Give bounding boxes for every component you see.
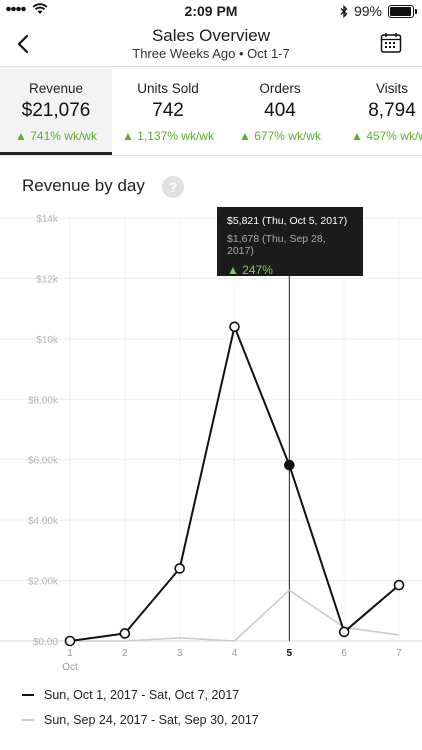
y-tick-label: $12k bbox=[36, 274, 59, 285]
x-tick-label: 6 bbox=[341, 648, 347, 659]
metric-label: Units Sold bbox=[137, 81, 199, 96]
y-tick-label: $14k bbox=[36, 214, 59, 225]
x-tick-label: 3 bbox=[177, 648, 183, 659]
data-point bbox=[229, 321, 240, 333]
x-tick-label: 5 bbox=[287, 648, 293, 659]
date-range-subtitle: Three Weeks Ago • Oct 1-7 bbox=[132, 46, 290, 61]
metric-label: Orders bbox=[259, 81, 301, 96]
tooltip-change: ▲ 247% bbox=[227, 263, 273, 277]
data-point bbox=[174, 563, 185, 574]
x-axis-month-label: Oct bbox=[62, 662, 78, 673]
legend-item-previous: Sun, Sep 24, 2017 - Sat, Sep 30, 2017 bbox=[22, 713, 259, 727]
y-tick-label: $8.00k bbox=[28, 395, 59, 406]
metric-tab-orders[interactable]: Orders 404 ▲ 677% wk/wk bbox=[224, 67, 336, 155]
tooltip-current-value: $5,821 (Thu, Oct 5, 2017) bbox=[227, 215, 348, 227]
help-icon[interactable]: ? bbox=[162, 176, 184, 198]
legend-item-current: Sun, Oct 1, 2017 - Sat, Oct 7, 2017 bbox=[22, 688, 239, 702]
x-tick-label: 4 bbox=[232, 648, 238, 659]
x-tick-label: 1 bbox=[67, 648, 73, 659]
data-point bbox=[64, 635, 76, 647]
y-axis: $0.00 $2.00k $4.00k $6.00k $8.00k $10k $12k $14… bbox=[28, 214, 59, 648]
metric-label: Visits bbox=[375, 81, 408, 96]
metric-change: ▲ 1,137% wk/wk bbox=[122, 129, 214, 143]
metric-value: $21,076 bbox=[21, 100, 91, 121]
signal-area bbox=[6, 3, 48, 15]
data-point bbox=[393, 579, 405, 591]
battery-icon bbox=[388, 4, 417, 18]
metric-value: 8,794 bbox=[368, 100, 416, 121]
clock: 2:09 PM bbox=[184, 3, 238, 19]
wifi-icon bbox=[32, 3, 48, 14]
calendar-icon[interactable] bbox=[380, 32, 402, 54]
metric-change: ▲ 741% wk/wk bbox=[15, 129, 97, 143]
battery-percent: 99% bbox=[353, 3, 382, 19]
x-tick-label: 2 bbox=[122, 648, 128, 659]
back-chevron-icon[interactable] bbox=[12, 32, 36, 56]
legend-swatch-previous bbox=[22, 719, 34, 721]
x-tick-label: 7 bbox=[396, 648, 402, 659]
cellular-signal-icon bbox=[6, 6, 26, 12]
chart-series bbox=[64, 276, 405, 647]
y-tick-label: $2.00k bbox=[28, 577, 59, 588]
data-point bbox=[338, 626, 350, 638]
legend-label: Sun, Oct 1, 2017 - Sat, Oct 7, 2017 bbox=[44, 688, 240, 702]
metric-label: Revenue bbox=[28, 81, 84, 96]
chart-tooltip: $5,821 (Thu, Oct 5, 2017) $1,678 (Thu, S… bbox=[217, 207, 363, 277]
metric-tab-units-sold[interactable]: Units Sold 742 ▲ 1,137% wk/wk bbox=[112, 67, 224, 155]
nav-bar: Sales Overview Three Weeks Ago • Oct 1-7 bbox=[0, 24, 422, 66]
page-title: Sales Overview bbox=[151, 26, 271, 45]
y-tick-label: $10k bbox=[36, 335, 59, 346]
y-tick-label: $6.00k bbox=[28, 456, 59, 467]
legend-swatch-current bbox=[22, 694, 34, 696]
metric-change: ▲ 677% wk/wk bbox=[239, 129, 321, 143]
bluetooth-icon bbox=[340, 4, 348, 18]
metric-value: 742 bbox=[152, 100, 184, 121]
metric-tab-revenue[interactable]: Revenue $21,076 ▲ 741% wk/wk bbox=[0, 67, 112, 155]
y-tick-label: $4.00k bbox=[28, 516, 59, 527]
status-bar: 2:09 PM 99% bbox=[0, 0, 422, 24]
data-point-selected bbox=[284, 459, 295, 471]
metric-value: 404 bbox=[264, 100, 296, 121]
metric-change: ▲ 457% wk/wk bbox=[351, 129, 422, 143]
y-tick-label: $0.00 bbox=[33, 637, 58, 648]
metric-tab-visits[interactable]: Visits 8,794 ▲ 457% wk/wk bbox=[336, 67, 422, 155]
chart-title: Revenue by day bbox=[22, 176, 145, 195]
status-right: 99% bbox=[340, 3, 417, 19]
tooltip-previous-value: $1,678 (Thu, Sep 28, 2017) bbox=[227, 233, 326, 257]
legend-label: Sun, Sep 24, 2017 - Sat, Sep 30, 2017 bbox=[44, 713, 259, 727]
x-axis: 1 2 3 4 5 6 7 Oct bbox=[62, 648, 402, 673]
metrics-tabs: Revenue $21,076 ▲ 741% wk/wk Units Sold … bbox=[0, 66, 422, 156]
data-point bbox=[119, 628, 131, 639]
